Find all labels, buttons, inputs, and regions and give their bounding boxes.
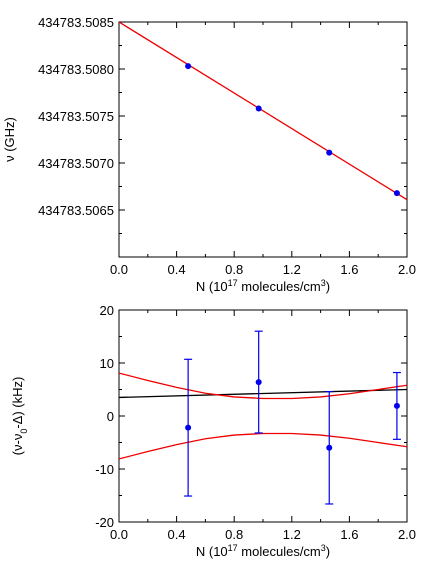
y-axis-title: (ν-ν0-Δ) (kHz) [10, 377, 29, 456]
plot-frame [118, 21, 408, 258]
x-tick-label: 0.4 [168, 262, 186, 277]
fit-line [119, 388, 407, 399]
x-tick-label: 1.2 [283, 262, 301, 277]
residual-chart: 0.0 0.4 0.8 1.2 1.6 2.0 -20 -10 0 10 20 N (1017 mol… [10, 303, 416, 559]
x-tick-label: 0.0 [110, 527, 128, 542]
x-tick-label: 2.0 [398, 527, 416, 542]
y-tick-label: 434783.5080 [38, 62, 114, 77]
fit-line [119, 22, 407, 201]
x-tick-label: 1.6 [340, 527, 358, 542]
plot-frame [118, 309, 408, 523]
data-point [255, 105, 262, 112]
data-point [393, 190, 400, 197]
y-tick-label: 434783.5065 [38, 203, 114, 218]
y-tick-label: 434783.5085 [38, 15, 114, 30]
data-point [185, 63, 192, 70]
plot-area [119, 22, 407, 201]
y-tick-label: -20 [95, 515, 114, 530]
confidence-band-upper [119, 372, 407, 400]
y-axis-title: ν (GHz) [2, 117, 17, 162]
x-tick-label: 1.2 [283, 527, 301, 542]
plot-area [119, 330, 407, 505]
x-axis-title: N (1017 molecules/cm3) [196, 278, 330, 294]
frequency-chart: 0.0 0.4 0.8 1.2 1.6 2.0 434783.5065 434783.5070… [2, 15, 416, 294]
data-point [326, 444, 333, 451]
y-tick-label: 10 [100, 356, 114, 371]
data-point [185, 424, 192, 431]
x-tick-label: 0.8 [225, 527, 243, 542]
x-tick-label: 2.0 [398, 262, 416, 277]
x-tick-label: 0.0 [110, 262, 128, 277]
x-axis-title: N (1017 molecules/cm3) [196, 543, 330, 559]
y-tick-label: 434783.5070 [38, 156, 114, 171]
y-tick-label: 434783.5075 [38, 109, 114, 124]
x-tick-label: 1.6 [340, 262, 358, 277]
x-tick-label: 0.8 [225, 262, 243, 277]
data-point [393, 402, 400, 409]
y-tick-label: -10 [95, 462, 114, 477]
data-point [255, 379, 262, 386]
data-point [326, 149, 333, 156]
y-tick-label: 20 [100, 303, 114, 318]
y-tick-label: 0 [107, 409, 114, 424]
confidence-band-lower [119, 432, 407, 460]
x-tick-label: 0.4 [168, 527, 186, 542]
